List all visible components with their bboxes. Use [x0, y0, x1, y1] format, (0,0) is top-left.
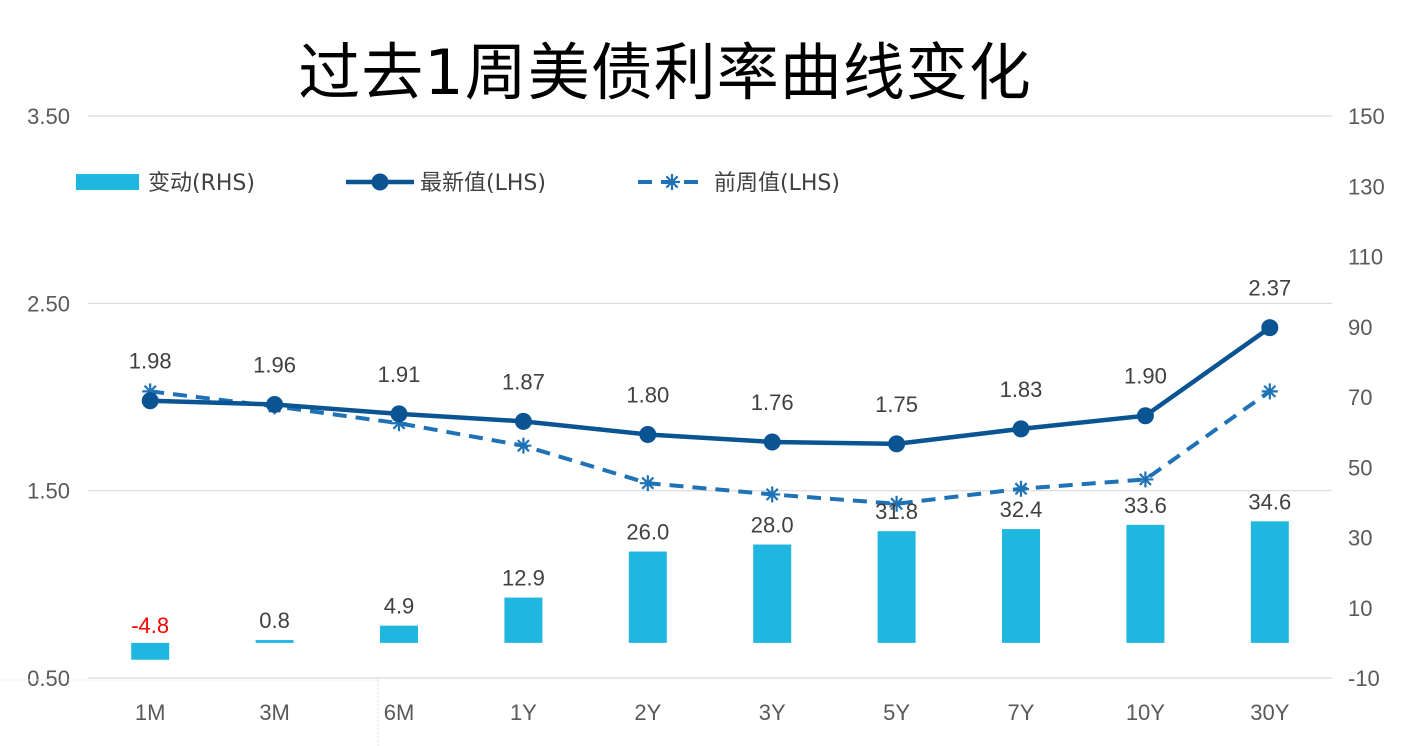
line-data-label: 1.80 [626, 382, 669, 407]
bar [1126, 524, 1165, 643]
star-marker [1261, 383, 1278, 400]
bar-data-label: 26.0 [626, 520, 669, 545]
bar [255, 640, 294, 643]
latest-line [150, 325, 1272, 447]
x-tick-label: 10Y [1126, 700, 1165, 725]
x-tick-label: 2Y [634, 700, 661, 725]
circle-marker [639, 425, 657, 443]
y-left-tick-label: 1.50 [27, 479, 70, 504]
x-tick-label: 7Y [1008, 700, 1035, 725]
y-right-tick-label: 110 [1348, 245, 1383, 270]
line-series [141, 319, 1279, 512]
bar [1002, 529, 1040, 643]
y-left-tick-label: 2.50 [27, 291, 70, 316]
bar-data-label: 31.8 [875, 499, 918, 524]
bar [504, 597, 543, 643]
star-stroke [1263, 385, 1277, 398]
y-right-tick-label: 90 [1348, 315, 1372, 340]
legend-label: 最新值(LHS) [420, 171, 546, 196]
star-marker [515, 437, 532, 454]
star-marker [1137, 471, 1154, 488]
x-tick-label: 1M [135, 700, 166, 725]
circle-marker [141, 392, 159, 410]
y-right-tick-label: 150 [1348, 104, 1385, 129]
star-stroke [665, 175, 679, 189]
x-tick-label: 3Y [759, 700, 786, 725]
circle-marker [763, 433, 781, 451]
x-tick-label: 1Y [510, 700, 537, 725]
bar [628, 551, 667, 643]
x-tick-label: 5Y [883, 700, 910, 725]
line-data-label: 1.76 [751, 390, 794, 415]
y-left-tick-label: 3.50 [27, 104, 70, 129]
line-data-label: 1.96 [253, 352, 296, 377]
x-tick-label: 6M [384, 700, 415, 725]
bar-data-label: -4.8 [131, 613, 169, 638]
legend-star-marker [664, 174, 680, 190]
star-marker [764, 486, 781, 503]
bar [380, 625, 418, 643]
star-stroke [765, 488, 779, 501]
line-data-label: 1.83 [1000, 377, 1043, 402]
bar [131, 642, 170, 660]
star-marker [1013, 480, 1029, 497]
bar-data-label: 4.9 [384, 594, 415, 619]
y-right-tick-label: 10 [1348, 596, 1372, 621]
gridlines [88, 115, 1332, 679]
y-right-tick-label: 50 [1348, 455, 1372, 480]
star-stroke [1014, 482, 1028, 496]
line-data-label: 1.75 [875, 392, 918, 417]
chart-title: 过去1周美债利率曲线变化 [298, 36, 1032, 109]
circle-marker [1261, 319, 1279, 337]
bar-data-label: 12.9 [502, 566, 545, 591]
line-data-label: 2.37 [1248, 276, 1291, 301]
circle-marker [514, 412, 532, 430]
bar-data-label: 0.8 [259, 608, 290, 633]
legend-label: 变动(RHS) [148, 171, 255, 196]
x-tick-label: 30Y [1250, 700, 1289, 725]
star-stroke [641, 476, 655, 490]
line-data-label: 1.87 [502, 369, 545, 394]
y-right-tick-label: 130 [1348, 174, 1385, 199]
line-data-label: 1.90 [1124, 364, 1167, 389]
previous-week-line [149, 389, 1271, 506]
data-labels: -4.8 0.8 4.9 12.9 26.0 28.0 31.8 32.4 33.6 34.6 1.… [129, 276, 1291, 638]
y-right-tick-label: -10 [1348, 666, 1380, 691]
line-data-label: 1.91 [378, 362, 421, 387]
star-marker [888, 495, 905, 512]
star-stroke [890, 497, 903, 511]
y-left-tick-label: 0.50 [27, 666, 70, 691]
star-stroke [517, 439, 530, 453]
line-data-label: 1.98 [129, 349, 172, 374]
y-right-tick-label: 30 [1348, 526, 1372, 551]
axes: 0.50 1.50 2.50 3.50 -10 10 30 50 70 90 110 130 150 1M… [0, 104, 1385, 746]
bar-data-label: 34.6 [1248, 489, 1291, 514]
legend-label: 前周值(LHS) [714, 171, 840, 196]
circle-marker [888, 435, 906, 453]
bar [1250, 521, 1289, 643]
star-marker [639, 475, 656, 492]
circle-marker [1012, 420, 1030, 438]
legend-circle-marker [371, 173, 389, 191]
y-right-tick-label: 70 [1348, 385, 1372, 410]
circle-marker [390, 405, 408, 423]
star-stroke [1139, 473, 1152, 486]
bar-series [131, 521, 1289, 660]
bar [877, 531, 916, 643]
circle-marker [1136, 407, 1154, 425]
bar-data-label: 32.4 [1000, 497, 1043, 522]
bar-data-label: 33.6 [1124, 493, 1167, 518]
bar [753, 544, 792, 643]
legend-bar-swatch [76, 174, 139, 190]
x-tick-label: 3M [259, 700, 290, 725]
legend: 变动(RHS) 最新值(LHS) 前周值(LHS) [76, 171, 840, 196]
circle-marker [266, 395, 284, 413]
bar-data-label: 28.0 [751, 513, 794, 538]
